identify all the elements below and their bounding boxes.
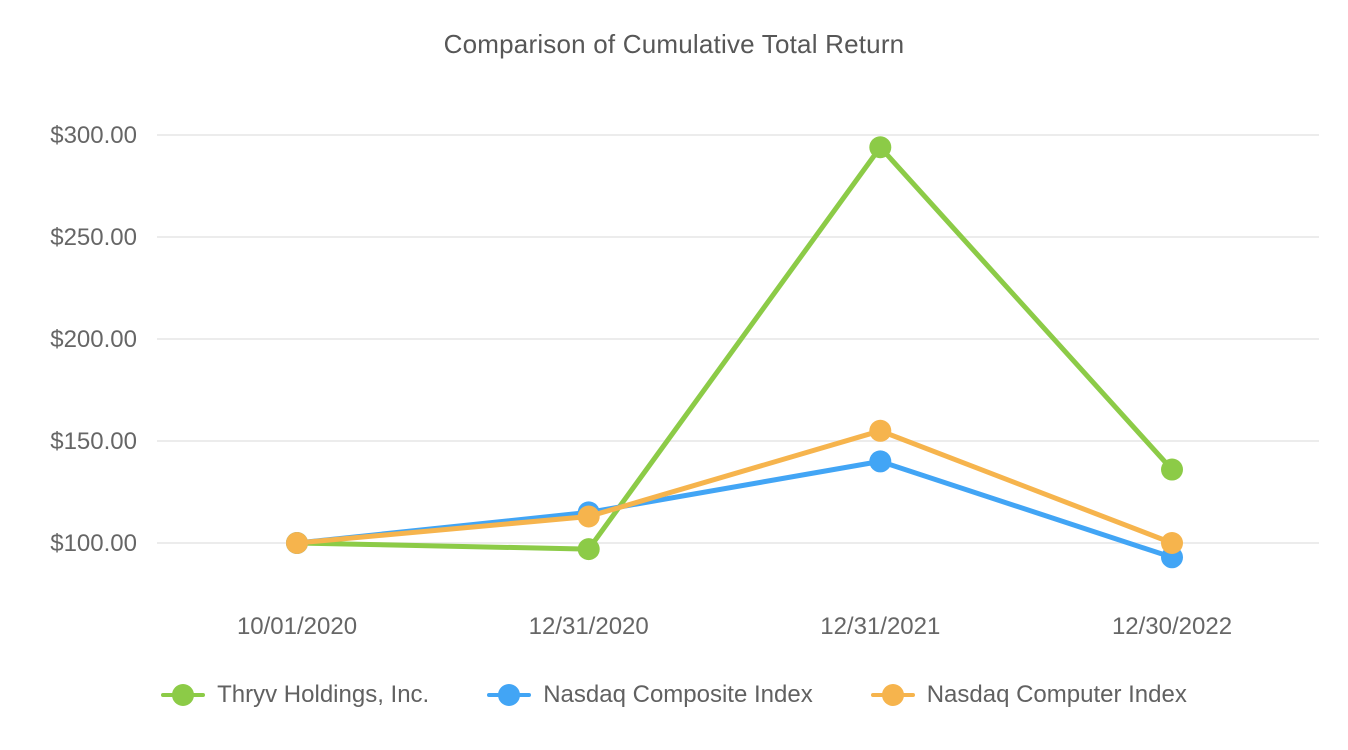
data-point-thryv-holdings-inc[interactable] [1161, 458, 1183, 481]
legend-label: Nasdaq Computer Index [926, 681, 1187, 708]
legend-marker-icon [161, 683, 206, 707]
x-axis-label: 12/31/2020 [529, 613, 649, 640]
y-tick-label: $100.00 [50, 530, 137, 557]
y-tick-label: $150.00 [50, 428, 137, 455]
series-line-nasdaq-computer-index [294, 428, 1175, 546]
chart-legend: Thryv Holdings, Inc. Nasdaq Composite In… [0, 681, 1348, 709]
data-point-thryv-holdings-inc[interactable] [869, 136, 892, 159]
legend-marker-icon [487, 683, 532, 707]
data-point-nasdaq-computer-index[interactable] [1161, 532, 1183, 554]
x-axis-label: 12/31/2021 [820, 613, 940, 640]
legend-item-thryv-holdings-inc[interactable]: Thryv Holdings, Inc. [161, 681, 429, 709]
legend-marker-icon [870, 683, 915, 707]
y-tick-label: $250.00 [50, 224, 137, 251]
x-axis-label: 10/01/2020 [237, 613, 357, 640]
data-point-thryv-holdings-inc[interactable] [577, 538, 600, 561]
y-tick-label: $300.00 [50, 122, 137, 149]
data-point-nasdaq-composite-index[interactable] [869, 450, 892, 473]
x-axis-label: 12/30/2022 [1112, 613, 1232, 640]
legend-label: Thryv Holdings, Inc. [217, 681, 430, 708]
chart-title: Comparison of Cumulative Total Return [443, 29, 905, 59]
series-line-thryv-holdings-inc [294, 144, 1175, 552]
legend-item-nasdaq-computer-index[interactable]: Nasdaq Computer Index [870, 681, 1187, 709]
y-tick-label: $200.00 [50, 326, 137, 353]
legend-label: Nasdaq Composite Index [543, 681, 813, 708]
data-point-nasdaq-computer-index[interactable] [577, 505, 600, 528]
legend-item-nasdaq-composite-index[interactable]: Nasdaq Composite Index [487, 681, 813, 709]
data-point-nasdaq-computer-index[interactable] [869, 419, 892, 442]
data-point-nasdaq-computer-index[interactable] [286, 532, 308, 554]
